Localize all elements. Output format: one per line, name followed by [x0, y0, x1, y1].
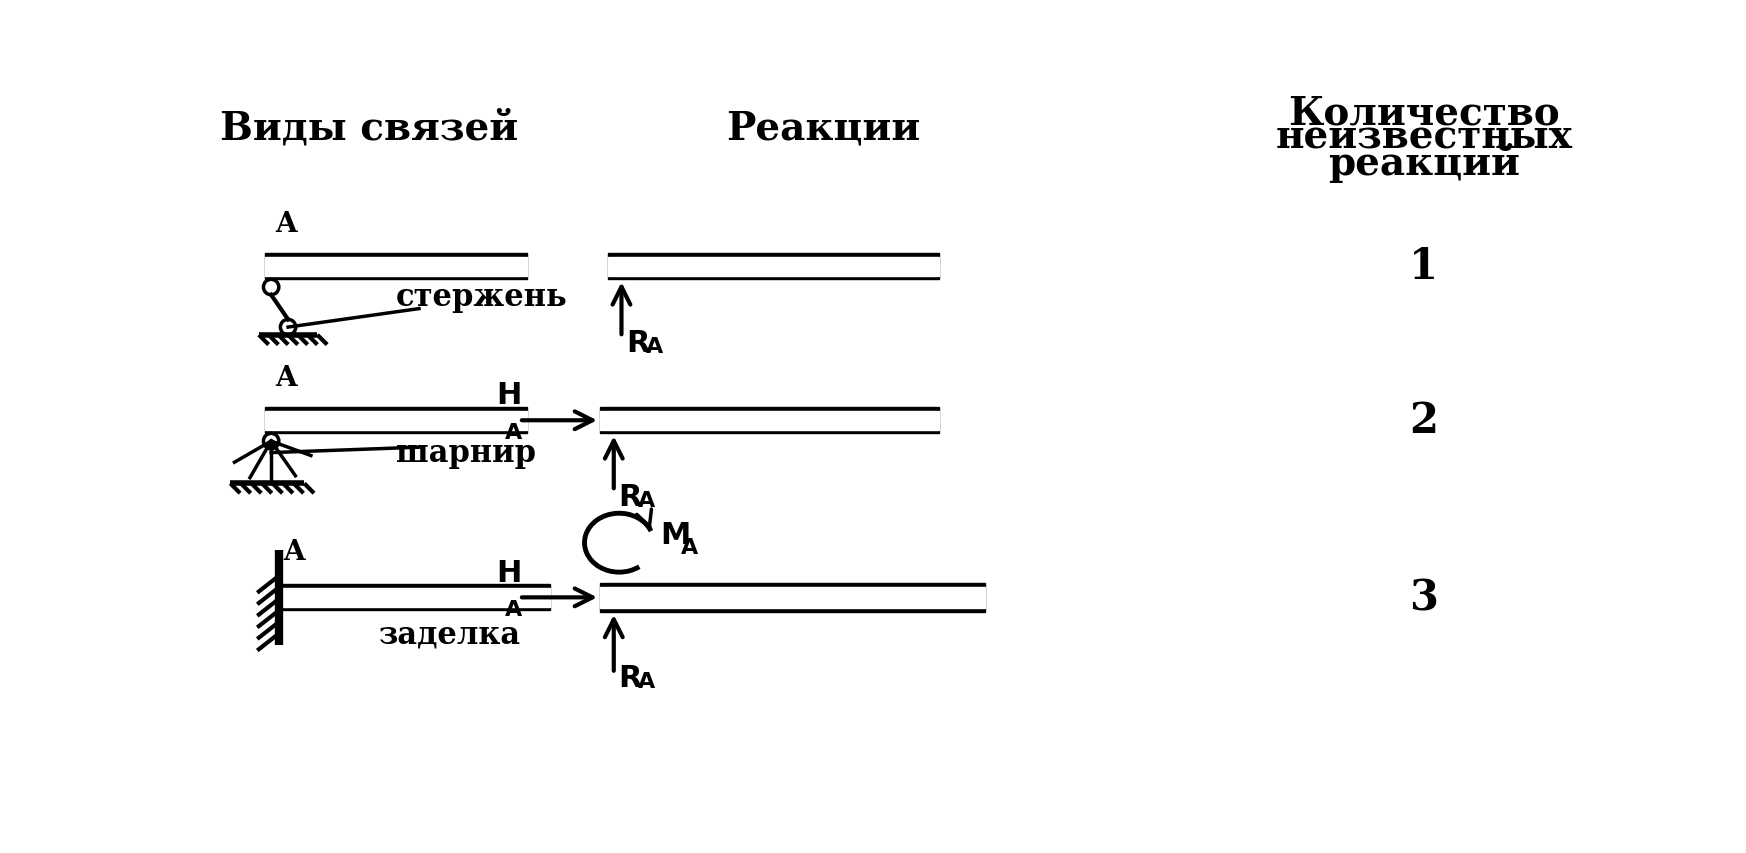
Text: $\mathbf{A}$: $\mathbf{A}$ — [637, 490, 656, 510]
Text: $\mathbf{A}$: $\mathbf{A}$ — [503, 422, 522, 443]
Text: шарнир: шарнир — [396, 438, 536, 468]
Text: $\mathbf{A}$: $\mathbf{A}$ — [503, 599, 522, 619]
Text: $\mathbf{R}$: $\mathbf{R}$ — [618, 663, 643, 692]
Text: реакций: реакций — [1329, 142, 1519, 183]
Text: A: A — [283, 539, 306, 566]
Polygon shape — [601, 587, 985, 608]
Polygon shape — [265, 258, 527, 276]
Polygon shape — [279, 589, 550, 606]
Polygon shape — [608, 254, 939, 280]
Text: 1: 1 — [1409, 246, 1439, 288]
Text: $\mathbf{H}$: $\mathbf{H}$ — [496, 558, 520, 587]
Text: $\mathbf{A}$: $\mathbf{A}$ — [644, 336, 663, 357]
Text: Виды связей: Виды связей — [220, 109, 519, 148]
Text: 3: 3 — [1409, 577, 1439, 618]
Text: Количество: Количество — [1289, 94, 1559, 132]
Text: A: A — [276, 365, 297, 392]
Polygon shape — [279, 584, 550, 611]
Text: $\mathbf{A}$: $\mathbf{A}$ — [679, 537, 698, 557]
Text: $\mathbf{H}$: $\mathbf{H}$ — [496, 381, 520, 410]
Text: заделка: заделка — [379, 618, 520, 649]
Polygon shape — [601, 411, 939, 430]
Polygon shape — [265, 411, 527, 430]
Text: стержень: стержень — [396, 281, 567, 312]
Polygon shape — [601, 583, 985, 612]
Text: 2: 2 — [1409, 400, 1439, 442]
Text: $\mathbf{R}$: $\mathbf{R}$ — [618, 482, 643, 511]
Text: $\mathbf{R}$: $\mathbf{R}$ — [627, 328, 651, 357]
Text: неизвестных: неизвестных — [1275, 119, 1573, 157]
Polygon shape — [265, 254, 527, 280]
Text: $\mathbf{M}$: $\mathbf{M}$ — [660, 521, 690, 550]
Polygon shape — [265, 408, 527, 434]
Text: $\mathbf{A}$: $\mathbf{A}$ — [637, 670, 656, 691]
Text: Реакции: Реакции — [726, 109, 920, 148]
Text: A: A — [276, 212, 297, 238]
Polygon shape — [601, 408, 939, 434]
Polygon shape — [608, 258, 939, 276]
